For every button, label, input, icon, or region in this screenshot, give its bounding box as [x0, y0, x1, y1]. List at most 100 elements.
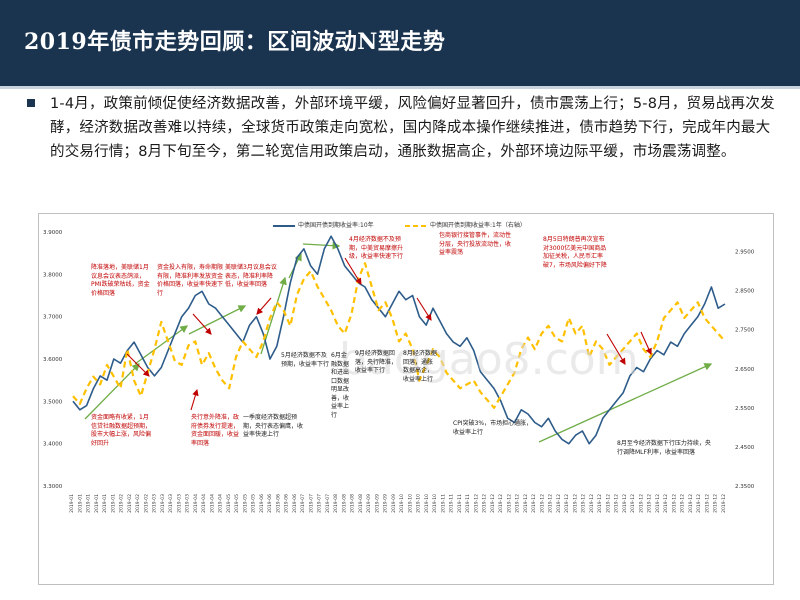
annotation-arrow	[126, 353, 150, 377]
y-left-tick-label: 3.6000	[43, 357, 63, 363]
x-tick-label: 2019-12	[597, 494, 603, 513]
y-right-tick-label: 2.7500	[735, 328, 755, 334]
y-left-tick-label: 3.5000	[43, 399, 63, 405]
x-tick-label: 2019-09	[383, 494, 389, 513]
x-tick-label: 2019-03	[168, 494, 174, 513]
x-tick-label: 2019-07	[317, 494, 323, 513]
x-tick-label: 2019-12	[581, 494, 587, 513]
x-tick-label: 2019-11	[465, 494, 471, 513]
x-tick-label: 2019-09	[366, 494, 372, 513]
x-tick-label: 2019-12	[663, 494, 669, 513]
y-left-tick-label: 3.4000	[43, 442, 63, 448]
trend-arrow	[134, 325, 189, 365]
legend-item-1y: 中债国开债到期收益率:1年（右轴）	[405, 220, 526, 229]
x-tick-label: 2019-12	[638, 494, 644, 513]
x-tick-label: 2019-12	[647, 494, 653, 513]
x-tick-label: 2019-02	[127, 494, 133, 513]
x-tick-label: 2019-03	[152, 494, 158, 513]
y-right-tick-label: 2.3500	[735, 484, 755, 490]
x-tick-label: 2019-05	[251, 494, 257, 513]
x-tick-label: 2019-07	[325, 494, 331, 513]
x-tick-label: 2019-01	[77, 494, 83, 513]
yield-chart: 中债国开债到期收益率:10年 中债国开债到期收益率:1年（右轴） 3.3000 3…	[38, 213, 774, 585]
x-tick-label: 2019-05	[242, 494, 248, 513]
x-tick-label: 2019-12	[482, 494, 488, 513]
annotation-1: 降准落地，美联储1月议息会议表态鸽派，PMI跌破荣枯线，资金价格回落	[91, 264, 150, 297]
title-bar: 2019年债市走势回顾：区间波动N型走势	[0, 0, 800, 86]
trend-arrow	[538, 363, 713, 443]
x-tick-label: 2019-12	[630, 494, 636, 513]
x-tick-label: 2019-01	[69, 494, 75, 513]
x-tick-label: 2019-12	[531, 494, 537, 513]
x-tick-label: 2019-04	[218, 494, 224, 513]
annotation-arrow	[190, 388, 199, 411]
x-tick-label: 2019-12	[680, 494, 686, 513]
x-tick-label: 2019-12	[622, 494, 628, 513]
legend-label-1y: 中债国开债到期收益率:1年（右轴）	[430, 222, 526, 229]
annotation-arrow	[416, 297, 432, 321]
x-tick-label: 2019-12	[473, 494, 479, 513]
x-tick-label: 2019-12	[515, 494, 521, 513]
trend-arrow	[302, 241, 341, 250]
x-tick-label: 2019-12	[564, 494, 570, 513]
x-tick-label: 2019-11	[457, 494, 463, 513]
x-tick-label: 2019-04	[201, 494, 207, 513]
annotation-arrow	[344, 257, 362, 285]
x-tick-label: 2019-04	[209, 494, 215, 513]
legend-swatch-1y	[405, 224, 427, 227]
x-tick-label: 2019-12	[696, 494, 702, 513]
x-tick-label: 2019-03	[176, 494, 182, 513]
x-tick-label: 2019-12	[614, 494, 620, 513]
annotation-arrow	[192, 313, 212, 335]
annotation-2: 资金投入有限，寿命期限有限，降准利率发放资金价格回落，收益率快速下行	[157, 264, 224, 297]
y-left-tick-label: 3.7000	[43, 315, 63, 321]
x-tick-label: 2019-06	[259, 494, 265, 513]
x-tick-label: 2019-06	[292, 494, 298, 513]
annotation-arrow	[256, 297, 272, 315]
x-tick-label: 2019-05	[234, 494, 240, 513]
x-tick-label: 2019-08	[350, 494, 356, 513]
series-line-1y	[72, 262, 726, 409]
x-tick-label: 2019-11	[449, 494, 455, 513]
annotation-arrow	[606, 333, 626, 365]
x-tick-label: 2019-12	[688, 494, 694, 513]
page-title: 2019年债市走势回顾：区间波动N型走势	[24, 29, 446, 55]
x-tick-label: 2019-06	[275, 494, 281, 513]
watermark-text: baogao8.com	[339, 334, 639, 385]
annotation-5: 央行意外降准，政府债券发行提速，资金面回暖，收益率回落	[191, 414, 240, 447]
x-tick-label: 2019-12	[506, 494, 512, 513]
x-tick-label: 2019-12	[713, 494, 719, 513]
x-tick-label: 2019-10	[416, 494, 422, 513]
y-right-tick-label: 2.9500	[735, 250, 755, 256]
annotation-9: 8月5日特朗普再次宣布对3000亿美元中国商品加征关税，人民币汇率破7，市场风险…	[543, 236, 607, 269]
x-tick-label: 2019-11	[440, 494, 446, 513]
x-tick-label: 2019-10	[432, 494, 438, 513]
x-tick-label: 2019-09	[374, 494, 380, 513]
annotation-arrow	[640, 331, 652, 356]
x-tick-label: 2019-04	[193, 494, 199, 513]
y-right-tick-label: 2.6500	[735, 367, 755, 373]
x-tick-label: 2019-12	[704, 494, 710, 513]
x-tick-label: 2019-10	[407, 494, 413, 513]
title-divider	[0, 86, 800, 89]
trend-arrow	[84, 363, 140, 420]
x-tick-label: 2019-06	[267, 494, 273, 513]
x-tick-label: 2019-12	[655, 494, 661, 513]
x-tick-label: 2019-10	[424, 494, 430, 513]
y-right-tick-label: 2.4500	[735, 445, 755, 451]
y-right-tick-label: 2.8500	[735, 289, 755, 295]
x-tick-label: 2019-08	[358, 494, 364, 513]
y-left-tick-label: 3.9000	[43, 230, 63, 236]
x-tick-label: 2019-07	[308, 494, 314, 513]
x-tick-label: 2019-12	[556, 494, 562, 513]
x-tick-label: 2019-05	[226, 494, 232, 513]
chart-plot: 3.3000 3.4000 3.5000 3.6000 3.7000 3.8000 3.90…	[43, 230, 755, 513]
annotation-4: 资金面略有收紧，1月信贷社融数据超预期，股市大幅上涨，风险偏好回升	[91, 414, 152, 447]
y-right-tick-label: 2.5500	[735, 406, 755, 412]
trend-arrow	[188, 305, 247, 335]
x-tick-label: 2019-01	[102, 494, 108, 513]
x-tick-label: 2019-02	[119, 494, 125, 513]
x-tick-label: 2019-03	[160, 494, 166, 513]
x-tick-label: 2019-01	[86, 494, 92, 513]
x-tick-label: 2019-01	[110, 494, 116, 513]
